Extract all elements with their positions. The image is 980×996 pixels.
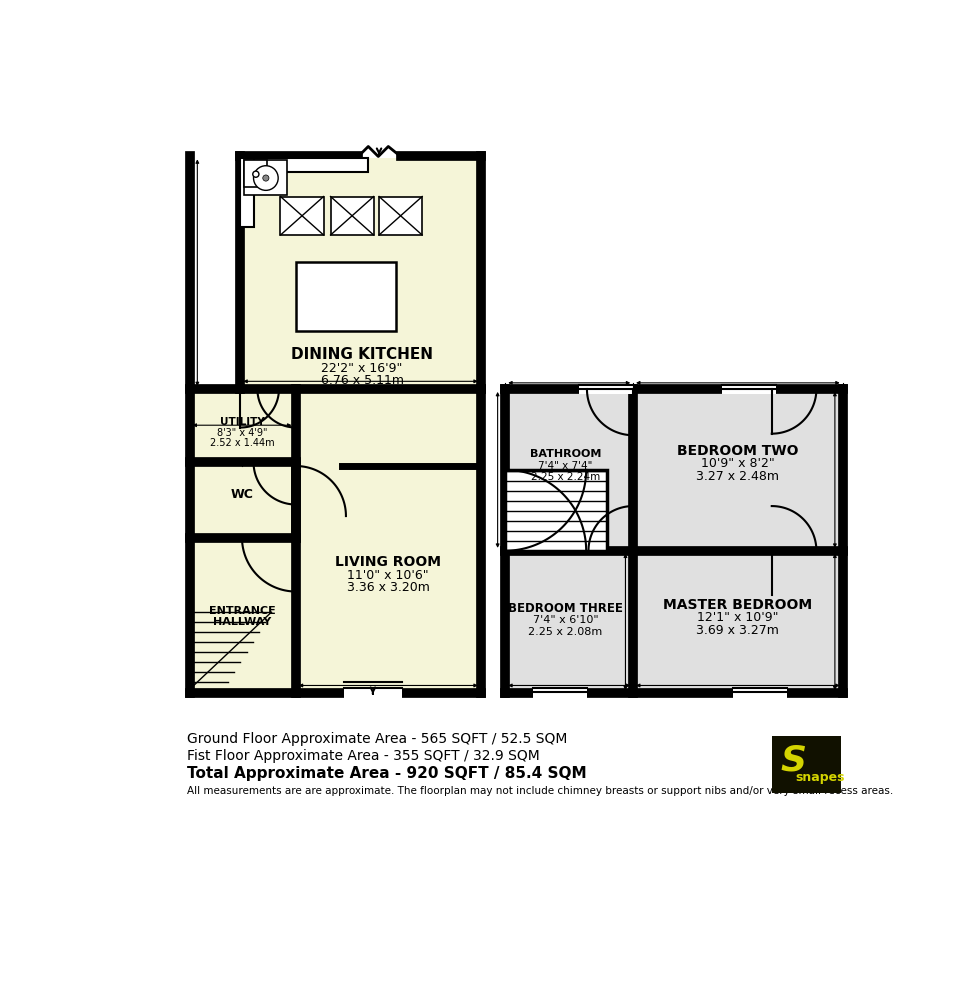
- Text: HALLWAY: HALLWAY: [213, 618, 271, 627]
- Text: 7'4" x 6'10": 7'4" x 6'10": [532, 615, 598, 625]
- Text: 2.52 x 1.44m: 2.52 x 1.44m: [210, 438, 274, 448]
- Bar: [190, 462, 294, 538]
- Text: BATHROOM: BATHROOM: [530, 449, 601, 459]
- Text: 11'0" x 10'6": 11'0" x 10'6": [348, 569, 429, 582]
- Bar: [240, 389, 477, 691]
- Bar: [280, 196, 323, 235]
- Text: 8'3" x 4'9": 8'3" x 4'9": [217, 428, 268, 438]
- Text: LIVING ROOM: LIVING ROOM: [335, 556, 441, 570]
- Text: BEDROOM TWO: BEDROOM TWO: [677, 443, 799, 457]
- Bar: [533, 688, 587, 698]
- Text: MASTER BEDROOM: MASTER BEDROOM: [663, 598, 812, 612]
- Bar: [244, 160, 286, 195]
- Text: 3.69 x 3.27m: 3.69 x 3.27m: [697, 623, 779, 636]
- Bar: [330, 196, 373, 235]
- Text: S: S: [780, 743, 807, 777]
- Text: 2.25 x 2.08m: 2.25 x 2.08m: [528, 626, 603, 636]
- Text: UTILITY: UTILITY: [220, 417, 265, 427]
- Text: 7'4" x 7'4": 7'4" x 7'4": [538, 461, 593, 471]
- Text: DINING KITCHEN: DINING KITCHEN: [291, 347, 433, 362]
- Bar: [506, 390, 840, 691]
- Text: Ground Floor Approximate Area - 565 SQFT / 52.5 SQM: Ground Floor Approximate Area - 565 SQFT…: [186, 732, 566, 746]
- Bar: [506, 470, 607, 551]
- Circle shape: [254, 165, 278, 190]
- Bar: [379, 196, 422, 235]
- Text: Fist Floor Approximate Area - 355 SQFT / 32.9 SQM: Fist Floor Approximate Area - 355 SQFT /…: [186, 749, 539, 763]
- Text: 2.25 x 2.24m: 2.25 x 2.24m: [531, 472, 600, 482]
- Text: 3.36 x 3.20m: 3.36 x 3.20m: [347, 582, 429, 595]
- Text: 10'9" x 8'2": 10'9" x 8'2": [701, 457, 775, 470]
- Text: 22'2" x 16'9": 22'2" x 16'9": [321, 362, 403, 374]
- Text: 3.27 x 2.48m: 3.27 x 2.48m: [697, 469, 779, 482]
- Text: WC: WC: [230, 488, 254, 501]
- Circle shape: [263, 175, 269, 181]
- Bar: [190, 389, 294, 462]
- Bar: [240, 158, 368, 172]
- Text: snapes: snapes: [796, 771, 845, 785]
- Bar: [721, 383, 775, 394]
- Text: Total Approximate Area - 920 SQFT / 85.4 SQM: Total Approximate Area - 920 SQFT / 85.4…: [186, 766, 586, 781]
- Bar: [296, 262, 396, 332]
- Bar: [240, 158, 477, 389]
- Bar: [344, 688, 402, 698]
- Text: All measurements are are approximate. The floorplan may not include chimney brea: All measurements are are approximate. Th…: [186, 786, 893, 796]
- Text: 6.76 x 5.11m: 6.76 x 5.11m: [320, 374, 404, 387]
- Bar: [240, 158, 255, 227]
- Bar: [190, 538, 294, 691]
- Circle shape: [253, 171, 259, 177]
- Text: ENTRANCE: ENTRANCE: [209, 606, 275, 616]
- Bar: [579, 383, 633, 394]
- Bar: [733, 688, 787, 698]
- Text: BEDROOM THREE: BEDROOM THREE: [508, 602, 623, 615]
- Text: 12'1" x 10'9": 12'1" x 10'9": [697, 612, 779, 624]
- Bar: [244, 160, 268, 187]
- Bar: [772, 735, 841, 793]
